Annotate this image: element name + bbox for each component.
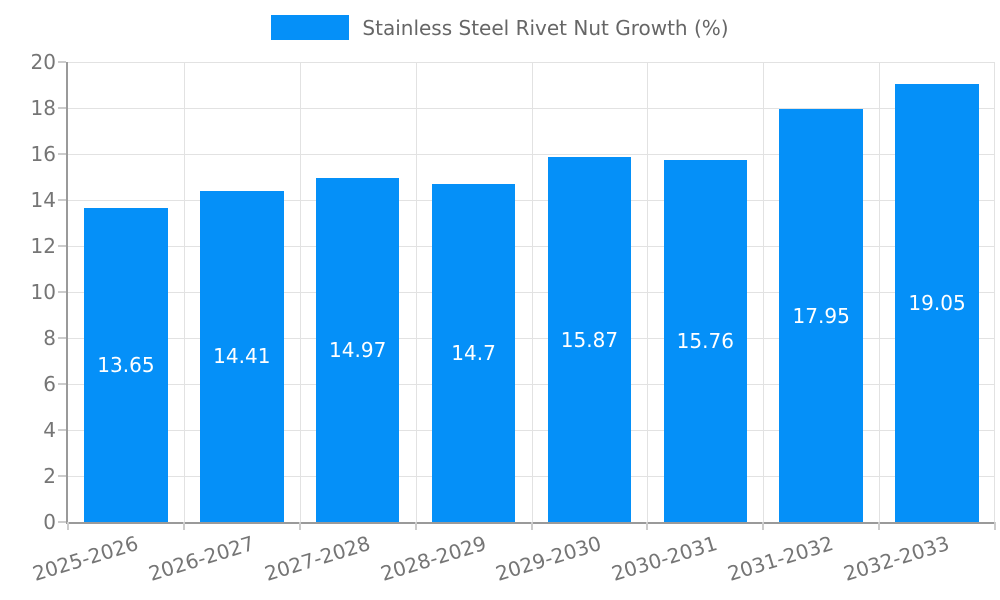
x-axis-tick-label: 2029-2030 <box>493 531 605 586</box>
x-axis-tick-label: 2027-2028 <box>261 531 373 586</box>
y-axis-tick-label: 6 <box>43 372 56 396</box>
x-axis-tick-label: 2031-2032 <box>724 531 837 586</box>
y-axis-tick-label: 8 <box>43 326 56 350</box>
x-axis-tick-label: 2025-2026 <box>29 531 141 586</box>
x-axis-tick <box>646 522 649 530</box>
gridline-vertical <box>763 62 765 522</box>
x-axis-tick <box>414 522 417 530</box>
x-axis-tick <box>994 522 996 530</box>
bar-value-label: 19.05 <box>908 290 966 315</box>
y-axis-tick-label: 4 <box>43 418 56 442</box>
y-axis-tick <box>58 429 66 431</box>
plot-area: 13.65 14.41 14.97 14.7 15.87 15.76 17.95 19.05 <box>58 61 996 530</box>
gridline-vertical <box>299 62 301 522</box>
bar-value-label: 14.41 <box>213 344 271 369</box>
y-axis-tick-label: 12 <box>30 234 56 258</box>
y-axis-tick-label: 14 <box>30 188 56 212</box>
gridline-vertical <box>183 62 185 522</box>
y-axis-tick <box>58 61 66 63</box>
y-axis-tick-label: 0 <box>43 510 56 534</box>
legend-label[interactable]: Stainless Steel Rivet Nut Growth (%) <box>362 15 729 40</box>
y-axis-tick-label: 16 <box>30 142 56 166</box>
bar[interactable]: 14.97 <box>315 177 400 522</box>
y-axis-tick <box>58 475 66 477</box>
x-axis-tick-label: 2032-2033 <box>840 531 953 586</box>
gridline-vertical <box>531 62 533 522</box>
legend-swatch[interactable] <box>271 15 350 40</box>
bar[interactable]: 17.95 <box>779 109 863 522</box>
bar-value-label: 15.76 <box>676 328 734 353</box>
x-axis-tick <box>762 522 765 530</box>
legend[interactable]: Stainless Steel Rivet Nut Growth (%) <box>0 15 1000 40</box>
x-axis-tick-label: 2028-2029 <box>377 531 489 586</box>
bar[interactable]: 14.7 <box>431 183 516 522</box>
bar[interactable]: 13.65 <box>84 208 168 522</box>
x-axis-tick-label: 2030-2031 <box>609 531 721 586</box>
bar-value-label: 15.87 <box>560 327 619 352</box>
bar-value-label: 17.95 <box>792 303 850 328</box>
y-axis-tick <box>58 383 66 385</box>
y-axis-tick <box>58 291 66 293</box>
x-axis-tick <box>878 522 881 530</box>
x-axis-tick <box>67 522 69 530</box>
y-axis-tick <box>58 153 66 155</box>
bar[interactable]: 15.87 <box>547 157 632 522</box>
y-axis-tick-label: 10 <box>30 280 56 304</box>
x-axis-tick-label: 2026-2027 <box>145 531 257 586</box>
gridline-vertical <box>994 62 995 522</box>
bar-value-label: 13.65 <box>97 353 155 378</box>
bar[interactable]: 15.76 <box>663 159 748 522</box>
y-axis-tick <box>58 521 66 523</box>
y-axis-tick-label: 18 <box>30 96 56 120</box>
y-axis-tick-label: 2 <box>43 464 56 488</box>
y-axis-tick-label: 20 <box>30 50 56 74</box>
y-axis-tick <box>58 107 66 109</box>
bar[interactable]: 14.41 <box>200 190 284 522</box>
y-axis-tick <box>58 199 66 201</box>
gridline-vertical <box>415 62 417 522</box>
bar-value-label: 14.97 <box>329 337 387 362</box>
x-axis-tick <box>530 522 533 530</box>
x-axis-tick <box>298 522 301 530</box>
gridline-vertical <box>647 62 649 522</box>
y-axis-tick <box>58 245 66 247</box>
bar[interactable]: 19.05 <box>895 83 979 522</box>
bar-value-label: 14.7 <box>451 340 496 365</box>
gridline-vertical <box>879 62 881 522</box>
y-axis-tick <box>58 337 66 339</box>
x-axis-tick <box>182 522 185 530</box>
